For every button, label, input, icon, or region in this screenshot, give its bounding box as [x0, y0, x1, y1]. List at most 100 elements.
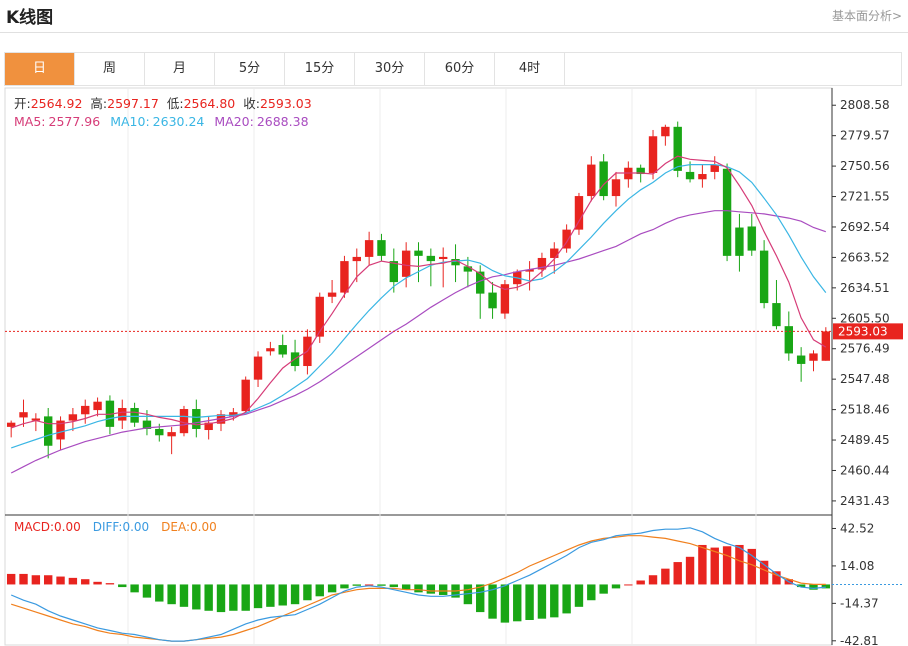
macd-tick-label: -42.81	[840, 634, 879, 646]
macd-bar	[661, 568, 670, 585]
candle-body	[118, 407, 127, 421]
macd-bar	[303, 584, 312, 601]
candle	[81, 399, 90, 424]
macd-bar	[488, 584, 497, 619]
macd-bar	[68, 577, 78, 585]
macd-bar	[19, 573, 28, 585]
candle	[167, 426, 176, 455]
candle-body	[476, 271, 485, 294]
candle	[698, 164, 707, 188]
candle-body	[204, 422, 213, 431]
candle	[772, 279, 781, 330]
candle-body	[537, 257, 547, 270]
ma10-legend: MA10:	[110, 114, 149, 129]
candle	[118, 399, 127, 429]
candle-body	[488, 292, 497, 309]
macd-legend-value: 0.00	[54, 520, 81, 534]
price-tick-label: 2460.44	[840, 463, 890, 477]
tab-day[interactable]: 日	[5, 53, 75, 85]
price-tick-label: 2518.46	[840, 403, 890, 417]
macd-bar	[278, 584, 287, 606]
candle-body	[636, 167, 645, 175]
page-title: K线图	[6, 8, 54, 28]
candle-body	[747, 226, 756, 251]
candle-body	[648, 136, 658, 173]
candle	[377, 233, 386, 262]
candle	[500, 279, 510, 319]
candle	[488, 282, 497, 319]
ma20-legend-value: 2688.38	[257, 114, 309, 129]
macd-bar	[648, 575, 658, 585]
tab-week[interactable]: 周	[75, 53, 145, 85]
fundamental-analysis-link[interactable]: 基本面分析>	[831, 9, 902, 23]
candle-body	[68, 414, 78, 421]
candle-body	[784, 326, 793, 354]
candle-body	[698, 174, 707, 180]
candle-body	[426, 255, 436, 262]
candle	[315, 292, 324, 343]
macd-bar	[340, 584, 349, 589]
candle	[784, 311, 793, 361]
tab-4h[interactable]: 4时	[495, 53, 565, 85]
candle-body	[389, 261, 399, 283]
candle-body	[587, 164, 596, 197]
dea-line	[11, 535, 826, 642]
candle-body	[550, 248, 559, 258]
macd-bar	[414, 584, 423, 593]
price-tick-label: 2721.55	[840, 190, 890, 204]
candle	[599, 154, 608, 201]
price-tick-label: 2750.56	[840, 159, 890, 173]
candle	[327, 279, 337, 304]
candle	[130, 402, 139, 427]
high-label: 高:	[90, 96, 107, 111]
macd-bar	[266, 584, 275, 607]
macd-bar	[722, 546, 732, 585]
tab-30min[interactable]: 30分	[355, 53, 425, 85]
candle-body	[821, 331, 831, 361]
candle-body	[809, 353, 818, 361]
low-label: 低:	[167, 96, 184, 111]
candle	[253, 351, 263, 388]
candle-body	[759, 250, 769, 304]
candle-body	[155, 428, 164, 436]
ma20-legend: MA20:	[214, 114, 253, 129]
macd-bar	[698, 544, 707, 585]
candle-body	[463, 266, 473, 272]
candle	[44, 407, 53, 459]
candle-body	[192, 409, 201, 429]
period-tabs: 日 周 月 5分 15分 30分 60分 4时	[4, 52, 902, 86]
ma-legend: MA5: 2577.96 MA10: 2630.24 MA20: 2688.38	[14, 114, 309, 129]
price-tick-label: 2808.58	[840, 98, 890, 112]
last-price-label: 2593.03	[838, 324, 888, 338]
macd-bar	[253, 584, 263, 609]
ma10-line	[11, 164, 827, 449]
ma5-line	[11, 155, 827, 429]
candle-body	[130, 407, 139, 423]
candle-body	[735, 227, 744, 256]
tab-15min[interactable]: 15分	[285, 53, 355, 85]
close-value: 2593.03	[260, 96, 312, 111]
candle	[463, 256, 473, 288]
candle	[266, 341, 275, 356]
candle-body	[93, 401, 102, 411]
tab-5min[interactable]: 5分	[215, 53, 285, 85]
price-tick-label: 2663.52	[840, 250, 890, 264]
candle	[6, 420, 16, 438]
macd-bar	[389, 584, 399, 588]
macd-bar	[772, 571, 781, 585]
candle-body	[562, 229, 571, 249]
candle	[722, 163, 732, 262]
tab-month[interactable]: 月	[145, 53, 215, 85]
candle-body	[364, 240, 374, 257]
macd-bar	[710, 547, 719, 585]
candle	[241, 376, 250, 414]
candle-body	[710, 164, 719, 172]
macd-bar	[685, 556, 695, 585]
tab-60min[interactable]: 60分	[425, 53, 495, 85]
macd-bar	[624, 584, 633, 586]
candle	[648, 129, 658, 180]
candle	[364, 231, 374, 266]
macd-legend: MACD:0.00 DIFF:0.00 DEA:0.00	[14, 520, 217, 534]
candle	[31, 413, 41, 432]
candle-body	[266, 348, 275, 352]
